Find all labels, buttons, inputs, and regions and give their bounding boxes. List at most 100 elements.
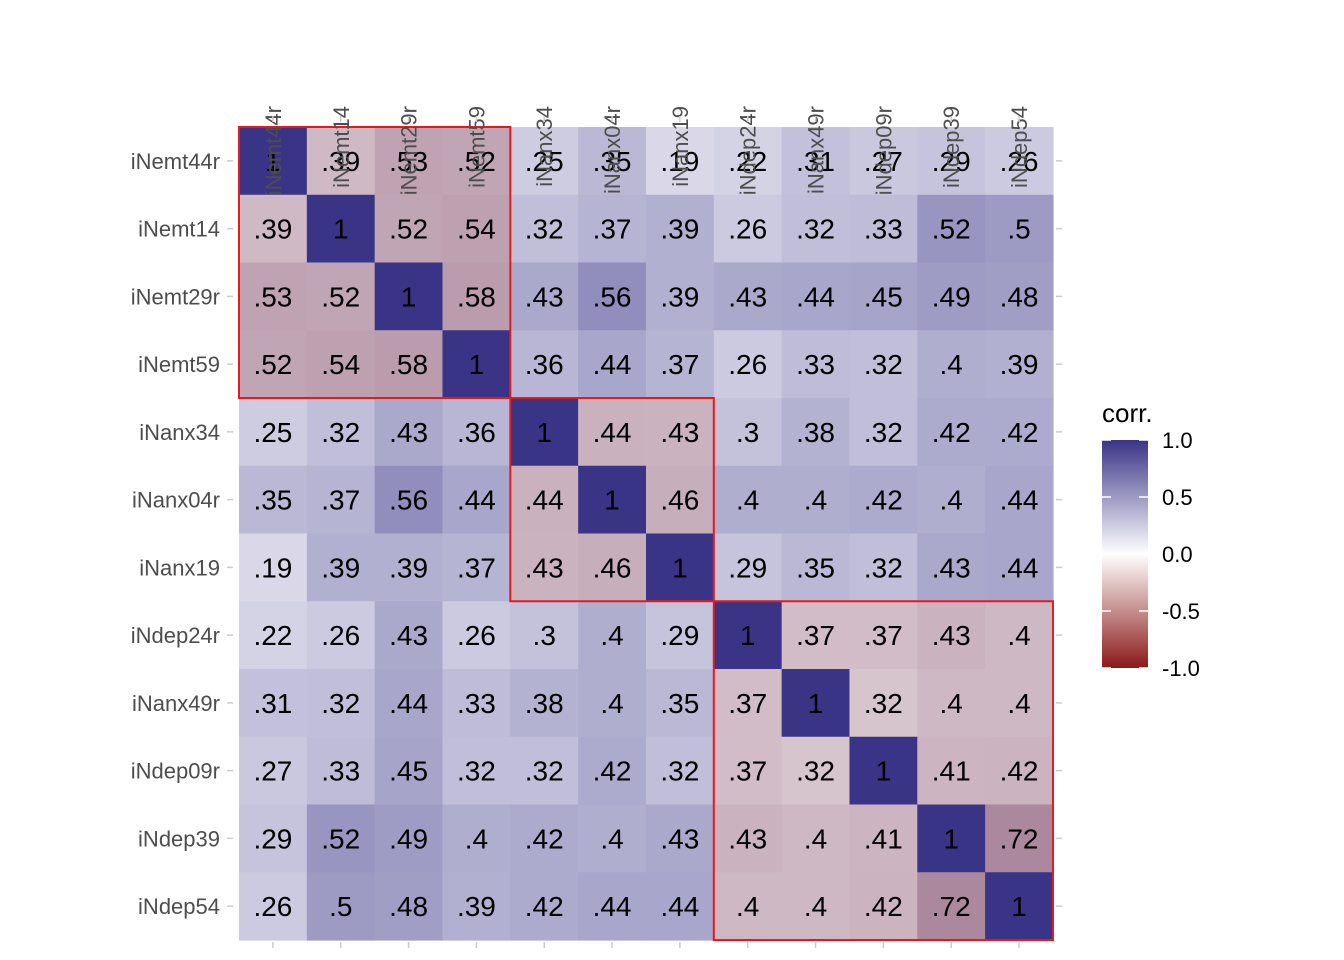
heatmap-cell-iNdep54-iNemt59 [442, 872, 511, 941]
cell-label-iNdep24r-iNdep39: .43 [932, 620, 971, 651]
heatmap-cell-iNanx49r-iNemt14 [306, 669, 376, 738]
cell-label-iNemt29r-iNanx04r: .56 [593, 281, 632, 312]
cell-label-iNemt14-iNanx19: .39 [660, 214, 699, 245]
legend-tick-label-0: 1.0 [1162, 428, 1193, 453]
cell-label-iNemt59-iNemt29r: .58 [389, 349, 428, 380]
heatmap-cell-iNanx49r-iNdep24r [713, 669, 783, 738]
cell-label-iNanx34-iNdep54: .42 [1000, 417, 1039, 448]
heatmap-cell-iNemt44r-iNdep54 [985, 127, 1054, 196]
heatmap-cell-iNdep09r-iNanx04r [578, 736, 647, 806]
heatmap-cell-iNanx34-iNanx34 [510, 398, 579, 467]
cell-label-iNemt44r-iNanx49r: .31 [796, 146, 835, 177]
heatmap-cell-iNdep54-iNanx34 [510, 872, 579, 941]
heatmap-cell-iNemt14-iNemt14 [306, 194, 376, 264]
cell-label-iNdep39-iNanx04r: .4 [600, 823, 623, 854]
cell-label-iNanx49r-iNanx04r: .4 [600, 688, 623, 719]
cell-label-iNemt29r-iNemt29r: 1 [401, 281, 417, 312]
heatmap-cell-iNdep39-iNemt59 [442, 804, 511, 873]
cell-label-iNdep54-iNanx34: .42 [525, 891, 564, 922]
cell-label-iNanx49r-iNemt29r: .44 [389, 688, 428, 719]
cell-label-iNdep09r-iNanx04r: .42 [593, 756, 632, 787]
heatmap-cell-iNdep09r-iNemt29r [374, 736, 444, 806]
heatmap-cell-iNemt29r-iNanx49r [781, 262, 851, 331]
cell-label-iNanx34-iNdep39: .42 [932, 417, 971, 448]
heatmap-cell-iNemt59-iNanx19 [645, 330, 715, 399]
cell-label-iNemt14-iNemt44r: .39 [253, 214, 292, 245]
cell-label-iNemt29r-iNdep54: .48 [1000, 281, 1039, 312]
heatmap-cell-iNanx49r-iNanx49r [781, 669, 851, 738]
heatmap-cell-labels: 1.39.53.52.25.35.19.22.31.27.29.26.39 1.5… [253, 146, 1038, 922]
x-axis: iNemt44r iNemt14 iNemt29r iNemt59 iNanx34 iNa… [261, 106, 1032, 948]
heatmap-cell-iNanx19-iNdep39 [917, 533, 986, 602]
cell-label-iNdep09r-iNdep09r: 1 [876, 756, 892, 787]
block-outline-3 [712, 600, 1054, 941]
cell-label-iNanx19-iNemt59: .37 [457, 552, 496, 583]
cell-label-iNemt44r-iNanx19: .19 [660, 146, 699, 177]
cell-label-iNdep24r-iNemt44r: .22 [253, 620, 292, 651]
color-legend: corr. 1.0 0.5 0.0 -0.5 -1.0 [1102, 398, 1200, 681]
cell-label-iNanx19-iNanx34: .43 [525, 552, 564, 583]
heatmap-cell-iNanx04r-iNemt59 [442, 465, 511, 535]
y-tick-label-iNemt59: iNemt59 [138, 352, 220, 377]
cell-label-iNanx19-iNdep54: .44 [1000, 552, 1039, 583]
cell-label-iNdep09r-iNanx19: .32 [660, 756, 699, 787]
heatmap-cell-iNemt29r-iNdep24r [713, 262, 783, 331]
heatmap-cell-iNanx49r-iNanx04r [578, 669, 647, 738]
heatmap-cell-iNdep39-iNanx34 [510, 804, 579, 873]
cell-label-iNemt59-iNemt59: 1 [469, 349, 485, 380]
cell-label-iNemt44r-iNdep54: .26 [1000, 146, 1039, 177]
heatmap-cell-iNemt59-iNanx49r [781, 330, 851, 399]
cell-label-iNemt44r-iNemt14: .39 [321, 146, 360, 177]
cell-label-iNemt59-iNdep54: .39 [1000, 349, 1039, 380]
heatmap-cell-iNdep39-iNanx19 [645, 804, 715, 873]
cell-label-iNdep39-iNdep39: 1 [943, 823, 959, 854]
cell-label-iNdep24r-iNanx34: .3 [533, 620, 556, 651]
heatmap-cell-iNanx34-iNanx19 [645, 398, 715, 467]
block-outline-1 [238, 126, 512, 399]
cell-label-iNemt44r-iNdep24r: .22 [728, 146, 767, 177]
heatmap-cell-iNanx04r-iNanx04r [578, 465, 647, 535]
heatmap-cell-iNemt14-iNdep24r [713, 194, 783, 264]
heatmap-cell-iNanx49r-iNdep39 [917, 669, 986, 738]
heatmap-cell-iNanx04r-iNdep39 [917, 465, 986, 535]
cell-label-iNdep09r-iNdep24r: .37 [728, 756, 767, 787]
cell-label-iNemt14-iNdep09r: .33 [864, 214, 903, 245]
cell-label-iNanx04r-iNdep24r: .4 [736, 485, 759, 516]
heatmap-cell-iNanx34-iNdep24r [713, 398, 783, 467]
cell-label-iNanx19-iNdep09r: .32 [864, 552, 903, 583]
heatmap-cell-iNanx34-iNanx04r [578, 398, 647, 467]
heatmap-cell-iNdep39-iNdep09r [849, 804, 918, 873]
cell-label-iNanx34-iNdep09r: .32 [864, 417, 903, 448]
cell-label-iNanx04r-iNemt29r: .56 [389, 485, 428, 516]
cell-label-iNdep09r-iNemt14: .33 [321, 756, 360, 787]
heatmap-cell-iNanx49r-iNanx34 [510, 669, 579, 738]
y-tick-label-iNanx34: iNanx34 [139, 420, 220, 445]
cell-label-iNanx04r-iNanx34: .44 [525, 485, 564, 516]
cell-label-iNanx34-iNanx34: 1 [536, 417, 552, 448]
heatmap-cell-iNemt44r-iNdep09r [849, 127, 918, 196]
heatmap-cell-iNanx49r-iNemt29r [374, 669, 444, 738]
heatmap-cell-iNemt44r-iNdep24r [713, 127, 783, 196]
cell-label-iNdep39-iNdep24r: .43 [728, 823, 767, 854]
cell-label-iNanx34-iNdep24r: .3 [736, 417, 759, 448]
y-tick-label-iNanx19: iNanx19 [139, 555, 220, 580]
cell-label-iNanx19-iNemt29r: .39 [389, 552, 428, 583]
heatmap-cell-iNemt14-iNanx34 [510, 194, 579, 264]
cell-label-iNdep39-iNanx49r: .4 [804, 823, 827, 854]
cell-label-iNdep39-iNdep09r: .41 [864, 823, 903, 854]
heatmap-cell-iNemt59-iNdep24r [713, 330, 783, 399]
cell-label-iNdep54-iNdep09r: .42 [864, 891, 903, 922]
heatmap-cell-iNdep09r-iNemt59 [442, 736, 511, 806]
cell-label-iNemt44r-iNemt59: .52 [457, 146, 496, 177]
cell-label-iNanx34-iNemt14: .32 [321, 417, 360, 448]
cell-label-iNanx34-iNanx49r: .38 [796, 417, 835, 448]
heatmap-cell-iNemt29r-iNdep09r [849, 262, 918, 331]
cell-label-iNanx04r-iNdep54: .44 [1000, 485, 1039, 516]
legend-tick-label-2: 0.0 [1162, 542, 1193, 567]
cell-label-iNanx34-iNemt59: .36 [457, 417, 496, 448]
heatmap-cell-iNdep24r-iNanx34 [510, 601, 579, 670]
cell-label-iNanx19-iNdep39: .43 [932, 552, 971, 583]
cell-label-iNdep54-iNemt59: .39 [457, 891, 496, 922]
heatmap-cell-iNdep24r-iNemt59 [442, 601, 511, 670]
heatmap-cell-iNdep24r-iNemt29r [374, 601, 444, 670]
